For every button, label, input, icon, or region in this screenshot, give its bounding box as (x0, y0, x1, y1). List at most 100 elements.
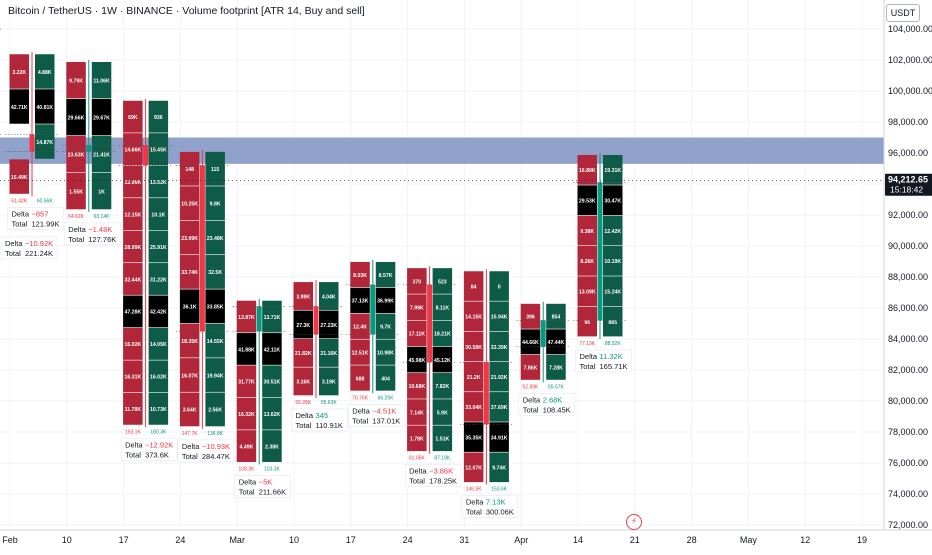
sell-total-label: 147.7K (182, 431, 199, 437)
footprint-buy-value: 10.73K (150, 407, 167, 413)
buy-total-label: 136.8K (207, 431, 224, 437)
footprint-buy-value: 2.56K (208, 408, 222, 414)
y-tick-label: 96,000.00 (888, 148, 928, 158)
footprint-sell-cell (123, 263, 143, 295)
footprint-sell-value: 7.86K (524, 366, 538, 372)
footprint-sell-cell (123, 165, 143, 198)
footprint-buy-cell (205, 289, 225, 324)
buy-total-label: 87.19K (434, 456, 451, 462)
footprint-sell-value: 23.99K (181, 236, 198, 242)
delta-box (234, 475, 291, 498)
y-tick-label: 104,000.00 (888, 24, 932, 34)
footprint-buy-value: 2.38K (265, 444, 279, 450)
current-price-value: 94,212.65 (888, 175, 928, 185)
x-tick-label: 28 (687, 535, 697, 545)
total-label: Total (296, 421, 312, 430)
footprint-buy-cell (35, 89, 55, 124)
footprint-sell-cell (407, 399, 427, 425)
footprint-sell-cell (407, 294, 427, 320)
footprint-sell-cell (123, 133, 143, 166)
candle-body (256, 306, 262, 332)
total-value: 178.25K (429, 477, 457, 486)
footprint-sell-cell (9, 54, 29, 89)
y-tick-label: 72,000.00 (888, 520, 928, 530)
footprint-buy-value: 936 (154, 115, 163, 121)
y-tick-label: 102,000.00 (888, 55, 932, 65)
total-value: 121.99K (32, 219, 60, 228)
footprint-sell-value: 21.82K (295, 351, 312, 357)
footprint-buy-cell (319, 282, 339, 310)
y-tick-label: 100,000.00 (888, 86, 932, 96)
sell-total-label: 70.76K (352, 395, 369, 401)
footprint-sell-value: 36.1K (183, 305, 197, 311)
footprint-sell-cell (236, 333, 257, 365)
delta-label: Delta (352, 406, 370, 415)
footprint-sell-cell (350, 365, 370, 391)
footprint-buy-cell (148, 295, 169, 328)
x-tick-label: 17 (119, 535, 129, 545)
footprint-buy-value: 14.55K (207, 339, 224, 345)
currency-badge[interactable]: USDT (886, 4, 920, 22)
footprint-sell-cell (179, 289, 200, 324)
footprint-sell-cell (123, 360, 143, 393)
footprint-buy-cell (148, 360, 169, 393)
footprint-buy-value: 8.11K (436, 305, 450, 311)
total-label: Total (409, 477, 425, 486)
footprint-buy-value: 1.51K (435, 437, 449, 443)
delta-box (177, 439, 235, 463)
x-tick-label: Mar (229, 535, 245, 545)
footprint-buy-cell (603, 306, 623, 337)
footprint-buy-value: 47.44K (548, 340, 565, 346)
footprint-buy-cell (205, 151, 225, 186)
delta-label: Delta (68, 225, 86, 234)
footprint-buy-value: 45.12K (434, 358, 451, 364)
footprint-sell-cell (236, 397, 257, 430)
sell-total-label: 108.3K (239, 467, 256, 473)
footprint-sell-cell (236, 300, 257, 333)
buy-total-label: 88.52K (605, 341, 622, 347)
footprint-buy-cell (375, 287, 396, 314)
delta-box (348, 404, 405, 427)
x-tick-label: May (740, 535, 758, 545)
footprint-sell-cell (123, 230, 143, 263)
total-label: Total (125, 450, 141, 459)
footprint-sell-value: 148 (185, 167, 194, 173)
tradingview-logo-icon[interactable]: ⚡ (626, 514, 642, 530)
footprint-buy-value: 404 (381, 376, 390, 382)
footprint-buy-cell (148, 165, 169, 198)
footprint-buy-cell (148, 133, 169, 166)
footprint-buy-value: 1K (98, 189, 105, 195)
footprint-sell-cell (350, 313, 370, 339)
footprint-buy-value: 11.06K (93, 78, 110, 84)
footprint-sell-value: 3.16K (296, 380, 310, 386)
delta-value: −10.93K (202, 442, 230, 451)
total-value: 211.66K (259, 488, 286, 497)
footprint-sell-value: 8.03K (353, 273, 367, 279)
footprint-buy-value: 21.16K (320, 351, 337, 357)
footprint-sell-value: 29.53K (579, 199, 596, 205)
footprint-sell-value: 3.99K (296, 294, 310, 300)
delta-label: Delta (12, 209, 30, 218)
footprint-buy-value: 13.52K (150, 180, 167, 186)
footprint-buy-cell (91, 172, 112, 210)
y-tick-label: 86,000.00 (888, 303, 928, 313)
footprint-sell-value: 9.79K (69, 78, 83, 84)
footprint-buy-cell (489, 331, 509, 362)
buy-total-label: 180.3K (150, 429, 167, 435)
footprint-buy-cell (603, 215, 623, 246)
footprint-sell-cell (123, 392, 143, 425)
total-value: 284.47K (202, 452, 230, 461)
delta-box (291, 408, 348, 432)
footprint-sell-value: 44.66K (522, 340, 539, 346)
footprint-sell-value: 32.44K (124, 277, 141, 283)
footprint-buy-cell (148, 327, 169, 360)
footprint-sell-cell (236, 430, 257, 462)
footprint-buy-cell (432, 320, 453, 347)
candle-body (597, 182, 603, 321)
sell-total-label: 91.05K (409, 456, 426, 462)
sell-total-label: 77.19K (579, 341, 596, 347)
buy-total-label: 153.6K (491, 487, 508, 493)
footprint-sell-value: 4.49K (240, 444, 254, 450)
